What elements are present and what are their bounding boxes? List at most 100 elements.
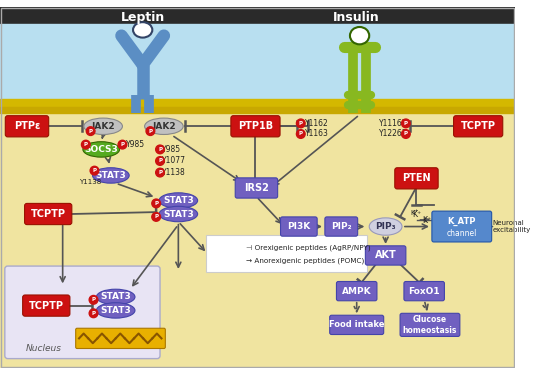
Circle shape (87, 127, 95, 135)
Text: K⁺: K⁺ (413, 210, 422, 219)
FancyBboxPatch shape (432, 211, 492, 242)
Text: P: P (404, 121, 408, 126)
Text: channel: channel (446, 229, 477, 238)
Circle shape (296, 119, 305, 128)
Text: → Anorexigenic peptides (POMC): → Anorexigenic peptides (POMC) (246, 258, 364, 264)
Circle shape (152, 213, 161, 221)
Text: P: P (158, 147, 162, 152)
Text: Y1162: Y1162 (304, 119, 328, 128)
Text: Nucleus: Nucleus (26, 345, 61, 354)
Text: STAT3: STAT3 (100, 292, 131, 302)
Text: Y11162: Y11162 (379, 119, 407, 128)
FancyBboxPatch shape (325, 217, 358, 236)
Text: Y12263: Y12263 (379, 129, 407, 138)
Circle shape (152, 199, 161, 208)
Text: P: P (299, 121, 303, 126)
Ellipse shape (159, 193, 198, 208)
Ellipse shape (350, 27, 369, 44)
Text: P: P (89, 129, 92, 133)
Text: STAT3: STAT3 (100, 306, 131, 315)
Text: FoxO1: FoxO1 (409, 286, 440, 296)
Ellipse shape (83, 142, 120, 157)
FancyBboxPatch shape (404, 282, 444, 301)
FancyBboxPatch shape (453, 116, 502, 137)
Circle shape (89, 296, 98, 304)
Text: P: P (158, 170, 162, 175)
Circle shape (82, 140, 90, 149)
Text: Insulin: Insulin (333, 11, 380, 24)
FancyBboxPatch shape (395, 168, 438, 189)
Circle shape (90, 166, 99, 175)
Text: PI3K: PI3K (287, 222, 310, 231)
Bar (0, 99, 515, 107)
Ellipse shape (145, 118, 183, 135)
Bar (0, 113, 515, 368)
Text: Y1163: Y1163 (304, 129, 328, 138)
Bar (0, 24, 515, 99)
Text: Y985: Y985 (126, 140, 145, 149)
Ellipse shape (97, 303, 135, 318)
Ellipse shape (92, 168, 129, 183)
Text: P: P (121, 142, 124, 147)
Text: ⊣ Orexigenic peptides (AgRP/NPY): ⊣ Orexigenic peptides (AgRP/NPY) (246, 244, 371, 251)
Text: PTPε: PTPε (14, 121, 40, 131)
Text: PTP1B: PTP1B (238, 121, 273, 131)
Text: JAK2: JAK2 (152, 122, 176, 131)
FancyBboxPatch shape (235, 178, 278, 198)
Text: PIP₃: PIP₃ (375, 222, 396, 231)
Text: JAK2: JAK2 (91, 122, 115, 131)
Ellipse shape (159, 206, 198, 222)
Bar (0, 7, 515, 24)
FancyBboxPatch shape (329, 315, 384, 334)
Text: P: P (154, 214, 158, 219)
Circle shape (296, 130, 305, 138)
FancyBboxPatch shape (231, 116, 280, 137)
FancyBboxPatch shape (336, 282, 377, 301)
Text: PTEN: PTEN (402, 173, 431, 183)
Text: Y1077: Y1077 (162, 156, 186, 165)
Ellipse shape (133, 22, 152, 38)
FancyBboxPatch shape (5, 116, 49, 137)
Text: STAT3: STAT3 (163, 196, 194, 205)
FancyBboxPatch shape (5, 266, 160, 358)
Circle shape (156, 157, 164, 165)
FancyBboxPatch shape (365, 246, 406, 265)
Text: TCPTP: TCPTP (461, 121, 496, 131)
Text: P: P (404, 132, 408, 136)
Text: STAT3: STAT3 (96, 171, 126, 180)
Text: P: P (148, 129, 152, 133)
FancyBboxPatch shape (25, 203, 72, 225)
FancyBboxPatch shape (76, 328, 166, 348)
Text: P: P (91, 297, 96, 302)
Text: K⁺: K⁺ (411, 210, 419, 216)
Circle shape (156, 168, 164, 177)
Text: Y1138: Y1138 (162, 168, 186, 177)
Circle shape (402, 130, 410, 138)
Text: SOCS3: SOCS3 (84, 145, 118, 154)
Circle shape (402, 119, 410, 128)
Text: P: P (92, 168, 97, 173)
Text: STAT3: STAT3 (163, 210, 194, 219)
Text: Food intake: Food intake (329, 320, 384, 329)
Text: PIP₂: PIP₂ (331, 222, 351, 231)
Text: P: P (158, 159, 162, 164)
Text: Y985: Y985 (162, 145, 181, 154)
Text: K_ATP: K_ATP (447, 217, 476, 226)
Circle shape (156, 145, 164, 154)
Text: TCPTP: TCPTP (30, 209, 66, 219)
Text: TCPTP: TCPTP (29, 301, 64, 310)
Circle shape (146, 127, 155, 135)
Text: IRS2: IRS2 (244, 183, 269, 193)
Text: Y1138: Y1138 (79, 179, 101, 185)
Text: P: P (154, 201, 158, 206)
FancyBboxPatch shape (22, 295, 70, 316)
Text: Neuronal
excitability: Neuronal excitability (493, 220, 531, 233)
Ellipse shape (369, 218, 402, 235)
Ellipse shape (84, 118, 122, 135)
FancyBboxPatch shape (280, 217, 317, 236)
Text: K⁺: K⁺ (422, 216, 431, 225)
Text: Glucose
homeostasis: Glucose homeostasis (403, 315, 457, 334)
Text: P: P (91, 311, 96, 316)
Circle shape (118, 140, 127, 149)
Circle shape (89, 309, 98, 318)
